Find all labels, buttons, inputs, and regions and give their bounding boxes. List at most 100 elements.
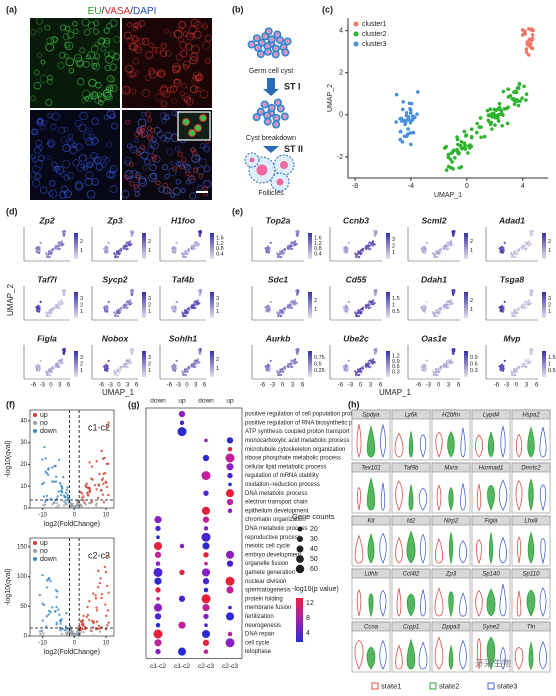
expr-point bbox=[197, 360, 200, 364]
violin bbox=[357, 487, 361, 511]
expr-point bbox=[531, 229, 534, 233]
transition-label: ST II bbox=[284, 144, 303, 154]
volcano-point bbox=[81, 619, 85, 623]
expr-point bbox=[196, 358, 200, 361]
volcano-point bbox=[44, 503, 47, 506]
violin bbox=[458, 540, 468, 564]
umap-point bbox=[485, 108, 490, 113]
facet-header bbox=[351, 621, 391, 632]
expr-point bbox=[122, 306, 126, 310]
title-part: VASA bbox=[104, 6, 130, 17]
cell bbox=[52, 36, 59, 43]
colorbar-label: 0.8 bbox=[216, 246, 224, 252]
umap-point bbox=[524, 47, 529, 51]
cell bbox=[133, 137, 139, 143]
title-part: / bbox=[130, 6, 133, 17]
x-tick-label: 0 bbox=[437, 383, 441, 389]
x-tick-label: 3 bbox=[194, 383, 198, 389]
umap-point bbox=[401, 100, 406, 104]
legend-title: Gene counts bbox=[292, 512, 335, 521]
x-axis-label: UMAP_1 bbox=[102, 388, 135, 397]
volcano-point bbox=[54, 480, 58, 483]
step-label: Follicles bbox=[258, 190, 284, 197]
gene-title: Dppa3 bbox=[442, 625, 460, 631]
cell bbox=[175, 53, 183, 61]
volcano-point bbox=[98, 630, 102, 633]
cell bbox=[204, 58, 211, 64]
volcano-point bbox=[66, 633, 69, 636]
expr-point bbox=[453, 349, 456, 352]
x-tick-label: 6 bbox=[301, 383, 305, 389]
volcano-point bbox=[102, 501, 106, 504]
violin bbox=[539, 484, 547, 512]
cell-icon bbox=[273, 30, 282, 39]
go-dot bbox=[155, 587, 161, 593]
colorbar-label: 2 bbox=[80, 239, 83, 245]
x-tick-label: -8 bbox=[352, 183, 358, 190]
umap-point bbox=[493, 123, 497, 127]
cell bbox=[189, 175, 195, 181]
x-tick-label: c2-c3 bbox=[198, 663, 214, 670]
cell bbox=[93, 20, 100, 27]
colorbar-label: 1 bbox=[470, 248, 473, 254]
umap-point bbox=[450, 160, 454, 164]
umap-point bbox=[444, 144, 449, 149]
expr-point bbox=[369, 306, 372, 309]
volcano-point bbox=[42, 481, 46, 485]
expr-point bbox=[357, 255, 360, 259]
x-tick-label: -6 bbox=[31, 383, 37, 389]
umap-point bbox=[477, 125, 482, 129]
legend-label: cluster1 bbox=[362, 21, 387, 28]
expr-point bbox=[198, 234, 202, 238]
colorbar bbox=[296, 598, 303, 642]
cell bbox=[194, 124, 202, 132]
expr-point bbox=[190, 306, 194, 310]
expr-point bbox=[369, 247, 372, 250]
cell bbox=[141, 37, 150, 46]
expr-point bbox=[196, 299, 200, 302]
umap-point bbox=[488, 122, 493, 127]
expr-point bbox=[194, 306, 197, 309]
expr-point bbox=[279, 255, 282, 259]
expr-point bbox=[279, 314, 282, 318]
umap-point bbox=[514, 89, 518, 93]
go-dot bbox=[201, 594, 211, 604]
volcano-point bbox=[56, 506, 60, 510]
expr-point bbox=[181, 312, 185, 315]
cell bbox=[196, 184, 203, 191]
umap-point bbox=[530, 33, 535, 37]
expr-point bbox=[294, 360, 297, 364]
cell bbox=[97, 93, 107, 103]
expr-point bbox=[114, 373, 117, 377]
expr-point bbox=[344, 368, 348, 371]
violin bbox=[366, 646, 376, 670]
cell bbox=[151, 47, 158, 53]
expr-point bbox=[452, 352, 455, 356]
volcano-point bbox=[88, 486, 91, 490]
cell bbox=[63, 41, 71, 48]
cell bbox=[48, 189, 58, 198]
facet-header bbox=[511, 409, 551, 420]
legend-title: -log10(p value) bbox=[292, 586, 339, 593]
violin bbox=[434, 587, 444, 617]
cell-icon bbox=[260, 100, 269, 109]
expr-point bbox=[190, 365, 194, 369]
expr-point bbox=[266, 304, 270, 307]
expr-point bbox=[528, 240, 531, 243]
expr-point bbox=[433, 314, 436, 318]
legend-swatch bbox=[33, 549, 37, 553]
cell bbox=[172, 65, 180, 74]
colorbar-label: 1 bbox=[470, 307, 473, 313]
cell-icon bbox=[263, 47, 272, 56]
umap-point bbox=[490, 127, 494, 131]
go-term: epithelium development bbox=[245, 508, 309, 514]
cell bbox=[143, 158, 151, 166]
colorbar-label: 1.2 bbox=[392, 354, 400, 360]
expr-point bbox=[531, 290, 534, 293]
legend-label: 40 bbox=[310, 546, 318, 553]
cell bbox=[62, 160, 71, 169]
umap-point bbox=[525, 40, 530, 44]
volcano-point bbox=[90, 477, 93, 480]
cell bbox=[189, 85, 198, 94]
